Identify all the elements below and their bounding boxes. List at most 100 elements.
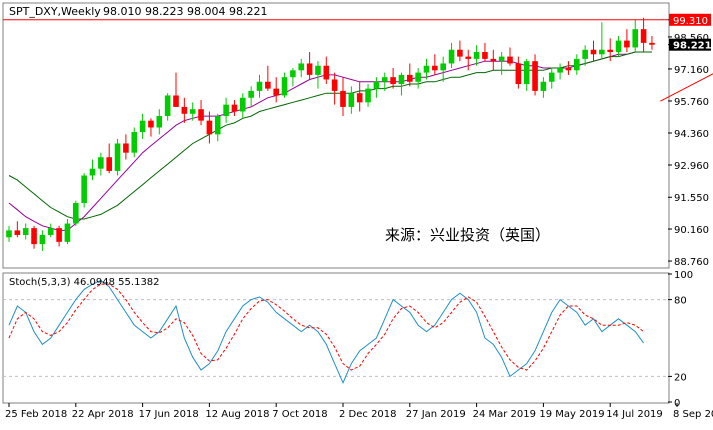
time-tick-label: 12 Aug 2018 xyxy=(205,409,269,420)
bullish-candle xyxy=(574,58,580,71)
time-tick-label: 25 Feb 2018 xyxy=(5,409,67,420)
bullish-candle xyxy=(582,49,588,59)
bullish-candle xyxy=(131,132,138,153)
bullish-candle xyxy=(240,97,246,112)
current-price-label: 98.221 xyxy=(673,41,712,52)
bearish-candle xyxy=(198,109,204,121)
bullish-candle xyxy=(415,72,421,82)
stoch-panel xyxy=(2,272,670,404)
bullish-candle xyxy=(348,93,355,107)
rising-trendline xyxy=(660,73,713,102)
bullish-candle xyxy=(315,65,321,75)
price-tick-label: 95.760 xyxy=(674,97,709,108)
bearish-candle xyxy=(465,56,472,59)
bullish-candle xyxy=(615,40,622,53)
price-tick-label: 88.760 xyxy=(674,257,709,268)
bullish-candle xyxy=(256,81,263,91)
time-tick-label: 19 May 2019 xyxy=(539,409,604,420)
bearish-candle xyxy=(407,74,413,82)
bullish-candle xyxy=(223,104,229,117)
bullish-candle xyxy=(73,202,79,224)
bearish-candle xyxy=(457,49,463,57)
bullish-candle xyxy=(557,68,563,73)
bearish-candle xyxy=(607,49,613,53)
resistance-price-label: 99.310 xyxy=(673,16,708,27)
current-price-badge xyxy=(669,38,711,51)
price-tick-label: 97.160 xyxy=(674,65,709,76)
bearish-candle xyxy=(206,120,213,135)
time-tick-label: 17 Jun 2018 xyxy=(139,409,199,420)
bearish-candle xyxy=(649,42,655,45)
time-tick-label: 7 Oct 2018 xyxy=(272,409,327,420)
fast-moving-average-line xyxy=(8,51,652,231)
bullish-candle xyxy=(298,63,305,71)
price-tick-label: 91.550 xyxy=(674,193,709,204)
bullish-candle xyxy=(381,77,388,82)
price-tick-label: 92.960 xyxy=(674,161,709,172)
bullish-candle xyxy=(6,230,12,238)
bullish-candle xyxy=(189,109,196,114)
bullish-candle xyxy=(290,70,296,78)
bullish-candle xyxy=(39,234,46,245)
bearish-candle xyxy=(173,95,179,107)
bullish-candle xyxy=(98,157,104,169)
time-tick-label: 2 Dec 2018 xyxy=(339,409,397,420)
bullish-candle xyxy=(81,175,87,203)
bullish-candle xyxy=(47,228,54,235)
price-panel xyxy=(2,2,670,269)
bullish-candle xyxy=(548,72,555,82)
bearish-candle xyxy=(14,230,21,235)
bullish-candle xyxy=(114,143,121,171)
bearish-candle xyxy=(123,143,129,153)
bullish-candle xyxy=(498,56,505,62)
bearish-candle xyxy=(231,104,238,112)
time-tick-label: 14 Jul 2019 xyxy=(606,409,663,420)
price-tick-label: 98.560 xyxy=(674,33,709,44)
bullish-candle xyxy=(156,116,163,128)
stoch-title: Stoch(5,3,3) 46.0948 55.1382 xyxy=(9,277,160,288)
stoch-tick-label: 100 xyxy=(674,270,693,281)
bullish-candle xyxy=(248,90,254,98)
bearish-candle xyxy=(31,228,37,245)
bearish-candle xyxy=(390,77,396,85)
bullish-candle xyxy=(139,120,146,133)
bearish-candle xyxy=(507,56,513,64)
slow-moving-average-line xyxy=(8,51,652,220)
bearish-candle xyxy=(331,79,338,91)
bullish-candle xyxy=(365,88,371,103)
time-tick-label: 8 Sep 2019 xyxy=(673,409,713,420)
symbol-label: SPT_DXY,Weekly xyxy=(9,5,101,18)
bullish-candle xyxy=(473,52,480,59)
bullish-candle xyxy=(632,29,639,48)
price-tick-label: 94.360 xyxy=(674,129,709,140)
bearish-candle xyxy=(356,93,363,103)
bearish-candle xyxy=(306,63,313,75)
bullish-candle xyxy=(281,77,288,96)
annotation-lines xyxy=(3,19,713,102)
bearish-candle xyxy=(56,228,62,242)
price-tick-label: 90.160 xyxy=(674,225,709,236)
bearish-candle xyxy=(490,58,497,62)
bearish-candle xyxy=(148,120,154,128)
time-tick-label: 27 Jan 2019 xyxy=(406,409,466,420)
bullish-candle xyxy=(523,61,530,85)
source-watermark: 来源：兴业投资（英国） xyxy=(385,226,550,244)
bullish-candle xyxy=(599,49,605,55)
time-axis: 25 Feb 2018 22 Apr 2018 17 Jun 2018 12 Aug … xyxy=(5,403,713,420)
bullish-candle xyxy=(64,223,71,242)
bearish-candle xyxy=(323,65,330,80)
stoch-tick-label: 20 xyxy=(674,372,687,383)
bullish-candle xyxy=(164,95,171,117)
bullish-candle xyxy=(89,168,96,176)
stoch-tick-label: 80 xyxy=(674,296,687,307)
bearish-candle xyxy=(565,68,572,71)
bullish-candle xyxy=(398,74,405,85)
bullish-candle xyxy=(423,65,430,73)
bullish-candle xyxy=(214,116,221,135)
bearish-candle xyxy=(640,29,647,43)
bullish-candle xyxy=(440,63,446,71)
bearish-candle xyxy=(273,88,279,96)
